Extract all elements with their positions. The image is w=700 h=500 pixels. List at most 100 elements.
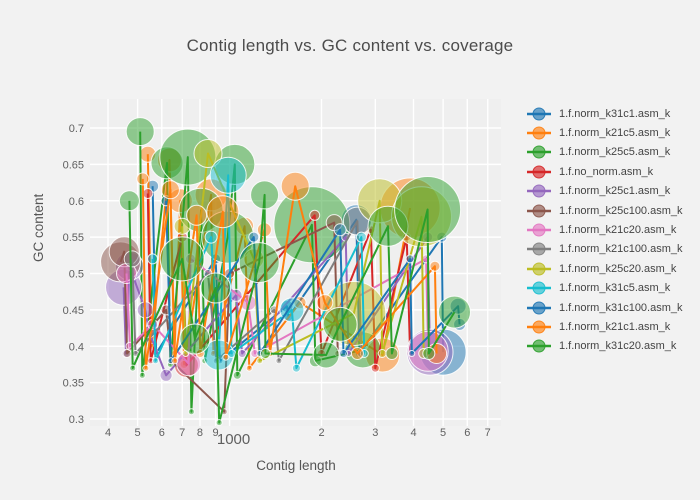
bubble-marker[interactable] xyxy=(173,217,191,235)
bubble-marker[interactable] xyxy=(280,171,310,201)
svg-text:8: 8 xyxy=(197,427,203,439)
bubble-marker[interactable] xyxy=(250,180,280,210)
bubble-marker[interactable] xyxy=(259,348,271,359)
bubble-marker[interactable] xyxy=(215,419,223,427)
legend-item-1.f.norm_k21c1.asm_k[interactable]: 1.f.norm_k21c1.asm_k xyxy=(524,317,683,336)
bubble-marker[interactable] xyxy=(187,408,195,416)
bubble-marker[interactable] xyxy=(123,250,141,268)
bubble-marker[interactable] xyxy=(405,254,415,264)
svg-text:0.3: 0.3 xyxy=(69,414,84,426)
bubble-marker[interactable] xyxy=(377,349,387,358)
svg-text:3: 3 xyxy=(372,427,378,439)
legend-marker-icon xyxy=(527,320,551,334)
legend-marker-icon xyxy=(527,126,551,140)
bubble-marker[interactable] xyxy=(291,363,301,373)
bubble-marker[interactable] xyxy=(438,295,471,329)
bubble-marker[interactable] xyxy=(171,357,179,365)
svg-text:0.35: 0.35 xyxy=(63,378,84,390)
bubble-marker[interactable] xyxy=(179,323,211,355)
bubble-marker[interactable] xyxy=(204,230,218,244)
svg-text:0.65: 0.65 xyxy=(63,159,84,171)
bubble-marker[interactable] xyxy=(122,349,132,358)
bubble-marker[interactable] xyxy=(118,190,140,212)
legend-item-1.f.norm_k25c20.asm_k[interactable]: 1.f.norm_k25c20.asm_k xyxy=(524,259,683,278)
bubble-marker[interactable] xyxy=(129,364,137,372)
legend-item-1.f.norm_k31c5.asm_k[interactable]: 1.f.norm_k31c5.asm_k xyxy=(524,279,683,298)
bubble-marker[interactable] xyxy=(138,371,146,379)
legend-marker-icon xyxy=(527,165,551,179)
bubble-marker[interactable] xyxy=(186,204,208,226)
bubble-marker[interactable] xyxy=(355,231,367,243)
x-axis-title: Contig length xyxy=(256,458,336,473)
legend-item-1.f.norm_k31c1.asm_k[interactable]: 1.f.norm_k31c1.asm_k xyxy=(524,104,683,123)
legend-label: 1.f.norm_k31c100.asm_k xyxy=(559,301,683,314)
svg-text:0.4: 0.4 xyxy=(69,341,84,353)
bubble-marker[interactable] xyxy=(160,180,180,200)
legend-item-1.f.no_norm.asm_k[interactable]: 1.f.no_norm.asm_k xyxy=(524,162,683,181)
bubble-marker[interactable] xyxy=(339,349,348,358)
legend-label: 1.f.norm_k31c5.asm_k xyxy=(559,282,671,295)
legend-marker-icon xyxy=(527,145,551,159)
bubble-marker[interactable] xyxy=(159,368,173,382)
svg-text:4: 4 xyxy=(410,427,416,439)
bubble-marker[interactable] xyxy=(275,357,283,365)
bubble-marker[interactable] xyxy=(422,347,436,360)
svg-text:6: 6 xyxy=(464,427,470,439)
bubble-marker[interactable] xyxy=(200,272,232,304)
svg-text:5: 5 xyxy=(135,427,141,439)
bubble-marker[interactable] xyxy=(237,349,247,358)
bubble-marker[interactable] xyxy=(370,363,380,373)
legend-item-1.f.norm_k25c100.asm_k[interactable]: 1.f.norm_k25c100.asm_k xyxy=(524,201,683,220)
bubble-marker[interactable] xyxy=(147,253,159,265)
legend-label: 1.f.norm_k31c20.asm_k xyxy=(559,340,677,353)
legend-item-1.f.norm_k25c1.asm_k[interactable]: 1.f.norm_k25c1.asm_k xyxy=(524,182,683,201)
bubble-marker[interactable] xyxy=(238,242,280,284)
legend-label: 1.f.norm_k25c5.asm_k xyxy=(559,146,671,159)
bubble-marker[interactable] xyxy=(248,231,260,243)
bubble-marker[interactable] xyxy=(385,347,399,360)
legend-marker-icon xyxy=(527,223,551,237)
bubble-marker[interactable] xyxy=(408,350,416,357)
traces xyxy=(100,117,471,427)
bubble-marker[interactable] xyxy=(312,341,340,369)
legend-marker-icon xyxy=(527,339,551,353)
svg-text:7: 7 xyxy=(179,427,185,439)
bubble-marker[interactable] xyxy=(142,188,154,199)
bubble-marker[interactable] xyxy=(232,370,242,380)
bubble-marker[interactable] xyxy=(333,223,347,237)
bubble-marker[interactable] xyxy=(222,353,230,361)
legend-item-1.f.norm_k21c20.asm_k[interactable]: 1.f.norm_k21c20.asm_k xyxy=(524,220,683,239)
bubble-marker[interactable] xyxy=(394,176,462,243)
legend-label: 1.f.norm_k21c100.asm_k xyxy=(559,243,683,256)
legend-item-1.f.norm_k21c100.asm_k[interactable]: 1.f.norm_k21c100.asm_k xyxy=(524,240,683,259)
bubble-marker[interactable] xyxy=(279,297,305,323)
bubble-marker[interactable] xyxy=(125,117,155,147)
trace-1.f.norm_k21c1.asm_k[interactable] xyxy=(136,171,448,372)
legend-item-1.f.norm_k21c5.asm_k[interactable]: 1.f.norm_k21c5.asm_k xyxy=(524,123,683,142)
trace-1.f.norm_k31c20.asm_k[interactable] xyxy=(118,176,471,427)
legend-item-1.f.norm_k31c100.asm_k[interactable]: 1.f.norm_k31c100.asm_k xyxy=(524,298,683,317)
bubble-marker[interactable] xyxy=(322,306,358,342)
bubble-marker[interactable] xyxy=(245,364,253,372)
legend-label: 1.f.no_norm.asm_k xyxy=(559,165,654,178)
bubble-marker[interactable] xyxy=(350,347,364,360)
bubble-marker[interactable] xyxy=(209,156,247,194)
bubble-marker[interactable] xyxy=(429,260,441,272)
bubble-marker[interactable] xyxy=(256,357,264,365)
svg-text:9: 9 xyxy=(213,427,219,439)
bubble-marker[interactable] xyxy=(142,364,150,372)
bubble-marker[interactable] xyxy=(152,357,159,365)
legend-marker-icon xyxy=(527,262,551,276)
bubble-marker[interactable] xyxy=(136,172,150,186)
bubble-marker[interactable] xyxy=(309,209,321,221)
bubble-marker[interactable] xyxy=(206,195,240,229)
bubble-marker[interactable] xyxy=(316,294,334,312)
bubble-marker[interactable] xyxy=(159,236,205,282)
svg-text:1000: 1000 xyxy=(217,431,250,448)
svg-text:5: 5 xyxy=(440,427,446,439)
legend-item-1.f.norm_k25c5.asm_k[interactable]: 1.f.norm_k25c5.asm_k xyxy=(524,143,683,162)
legend-item-1.f.norm_k31c20.asm_k[interactable]: 1.f.norm_k31c20.asm_k xyxy=(524,337,683,356)
bubble-marker[interactable] xyxy=(193,139,223,168)
legend-label: 1.f.norm_k25c20.asm_k xyxy=(559,262,677,275)
